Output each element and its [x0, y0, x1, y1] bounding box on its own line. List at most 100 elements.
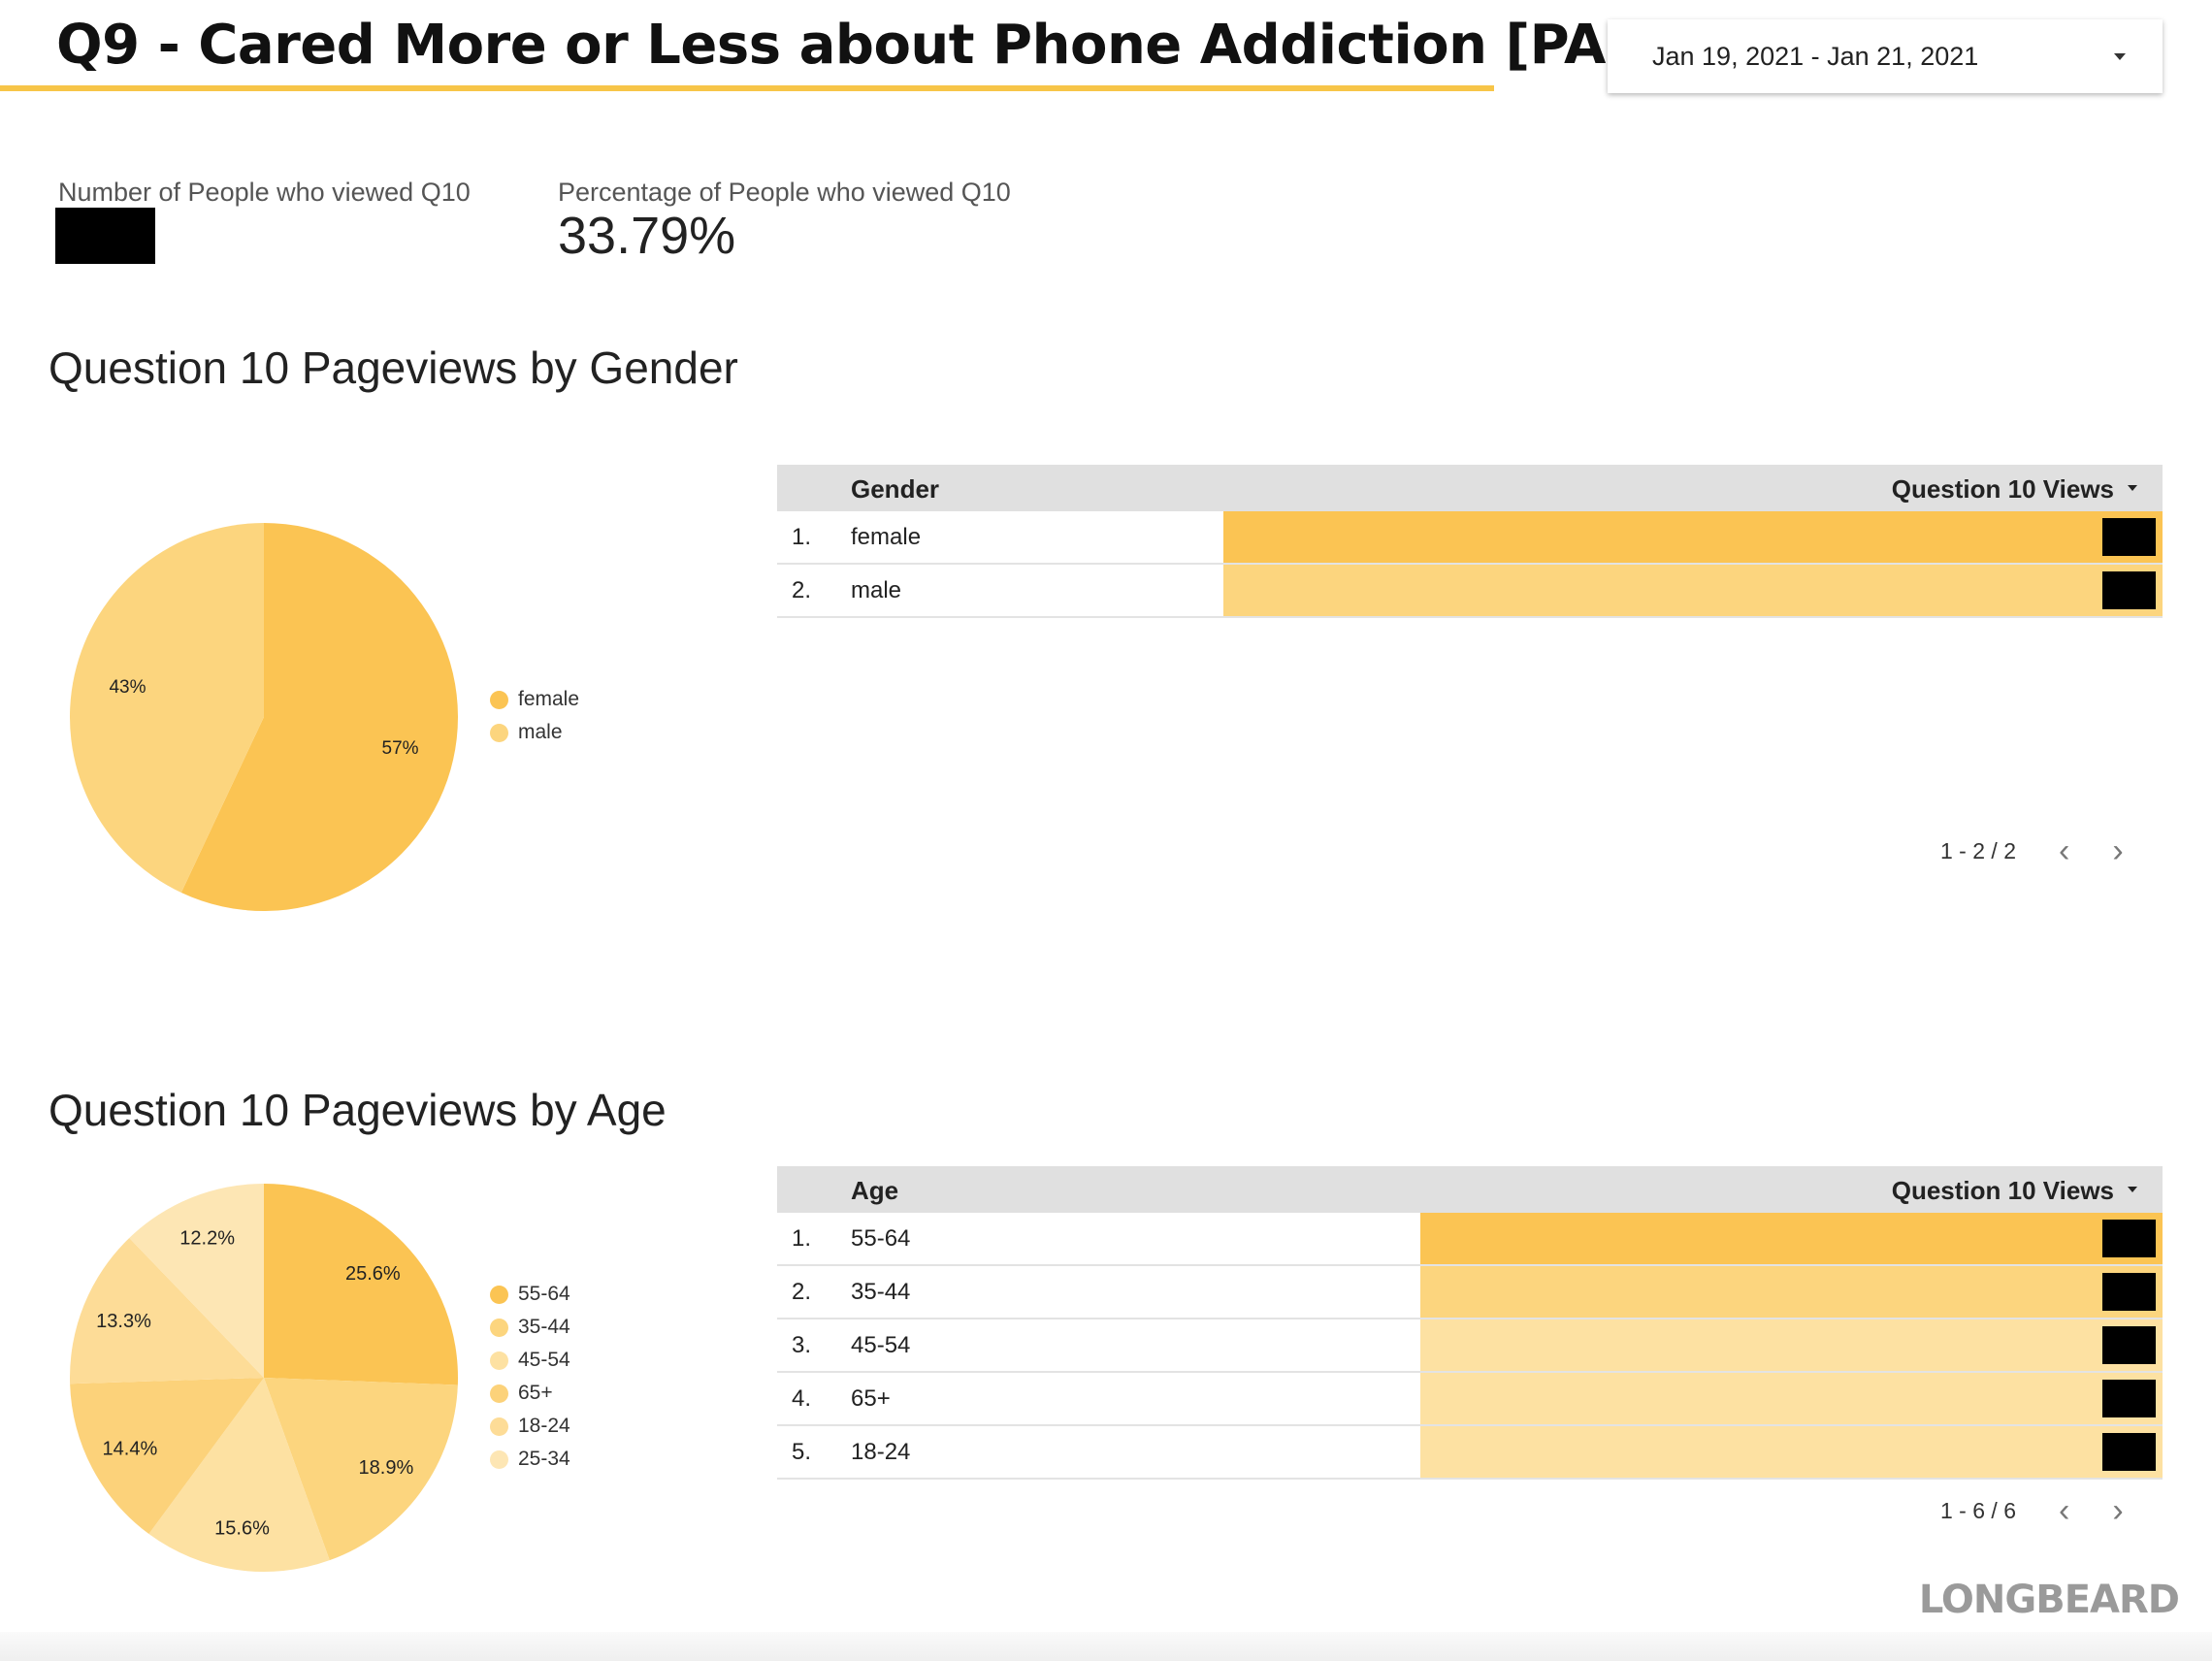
row-value-bar — [1222, 565, 2163, 616]
legend-swatch — [490, 723, 508, 742]
legend-item-25-34[interactable]: 25-34 — [490, 1443, 570, 1476]
pie-label-25-34: 12.2% — [179, 1227, 235, 1249]
chevron-left-icon[interactable]: ‹ — [2058, 832, 2070, 869]
legend-label: 45-54 — [518, 1349, 570, 1371]
chevron-left-icon[interactable]: ‹ — [2058, 1492, 2070, 1529]
row-number: 2. — [792, 1279, 812, 1305]
row-value-redacted — [2102, 518, 2156, 556]
row-label: female — [851, 524, 922, 550]
gender-pie-legend: female male — [490, 683, 579, 749]
legend-swatch — [490, 1351, 508, 1370]
row-value-bar — [1222, 511, 2163, 563]
row-label: 18-24 — [851, 1439, 911, 1465]
table-row[interactable]: 5. 18-24 — [777, 1426, 2163, 1480]
pie-slice-65+[interactable] — [70, 1378, 264, 1535]
dimension-header: Gender — [851, 474, 940, 504]
table-row[interactable]: 4. 65+ — [777, 1373, 2163, 1426]
table-body: 1. female 2. male — [777, 511, 2163, 618]
legend-item-55-64[interactable]: 55-64 — [490, 1278, 570, 1311]
legend-swatch — [490, 1417, 508, 1436]
row-number: 3. — [792, 1332, 812, 1358]
caret-down-icon[interactable] — [2114, 52, 2126, 60]
table-header: Gender Question 10 Views — [777, 465, 2163, 511]
pie-label-male: 43% — [109, 677, 146, 698]
row-value-bar — [1419, 1426, 2163, 1478]
pie-slice-male[interactable] — [70, 523, 265, 893]
pie-slice-25-34[interactable] — [129, 1184, 264, 1378]
row-label: 35-44 — [851, 1279, 911, 1305]
metric-header-sort[interactable]: Question 10 Views — [1891, 1176, 2114, 1205]
legend-item-45-54[interactable]: 45-54 — [490, 1344, 570, 1377]
gender-pie-chart: 57% 43% — [70, 523, 458, 911]
kpi-viewed-pct-label: Percentage of People who viewed Q10 — [558, 178, 1011, 207]
pie-slice-female[interactable] — [180, 523, 458, 911]
legend-swatch — [490, 1318, 508, 1337]
pie-label-45-54: 15.6% — [214, 1517, 270, 1539]
row-label: male — [851, 577, 902, 603]
row-value-redacted — [2102, 1433, 2156, 1471]
legend-item-male[interactable]: male — [490, 716, 579, 749]
legend-item-65+[interactable]: 65+ — [490, 1377, 570, 1410]
age-table: Age Question 10 Views 1. 55-64 2. 35-44 3. 45… — [777, 1166, 2163, 1480]
title-underline — [0, 85, 1494, 91]
table-row[interactable]: 1. 55-64 — [777, 1213, 2163, 1266]
brand-logo: LONGBEARD — [1918, 1578, 2180, 1622]
legend-label: 55-64 — [518, 1283, 570, 1305]
row-label: 55-64 — [851, 1225, 911, 1252]
table-row[interactable]: 2. 35-44 — [777, 1266, 2163, 1319]
row-value-bar — [1419, 1319, 2163, 1371]
table-row[interactable]: 3. 45-54 — [777, 1319, 2163, 1373]
date-range-value: Jan 19, 2021 - Jan 21, 2021 — [1652, 41, 1979, 71]
table-row[interactable]: 1. female — [777, 511, 2163, 565]
table-row[interactable]: 2. male — [777, 565, 2163, 618]
pie-label-female: 57% — [382, 738, 419, 759]
age-pie-legend: 55-64 35-44 45-54 65+ 18-24 25-34 — [490, 1278, 570, 1476]
table-header: Age Question 10 Views — [777, 1166, 2163, 1213]
legend-label: 25-34 — [518, 1448, 570, 1470]
row-value-bar — [1419, 1373, 2163, 1424]
sort-caret-icon[interactable] — [2128, 485, 2137, 491]
row-number: 1. — [792, 1225, 812, 1252]
legend-label: 65+ — [518, 1382, 553, 1404]
age-section-title: Question 10 Pageviews by Age — [49, 1085, 667, 1135]
row-number: 5. — [792, 1439, 812, 1465]
bottom-strip — [0, 1632, 2212, 1661]
row-number: 1. — [792, 524, 812, 550]
legend-swatch — [490, 1285, 508, 1304]
pie-slice-45-54[interactable] — [148, 1378, 330, 1572]
gender-table: Gender Question 10 Views 1. female 2. male — [777, 465, 2163, 618]
pie-slice-55-64[interactable] — [264, 1184, 458, 1385]
pie-label-35-44: 18.9% — [359, 1457, 414, 1479]
legend-swatch — [490, 690, 508, 709]
pie-label-65+: 14.4% — [103, 1439, 158, 1460]
sort-caret-icon[interactable] — [2128, 1187, 2137, 1192]
legend-swatch — [490, 1449, 508, 1469]
chevron-right-icon[interactable]: › — [2112, 1492, 2124, 1529]
gender-table-pagination: 1 - 2 / 2 ‹ › — [1940, 832, 2124, 870]
pagination-range: 1 - 6 / 6 — [1940, 1498, 2016, 1523]
metric-header-sort[interactable]: Question 10 Views — [1891, 474, 2114, 504]
legend-label: 18-24 — [518, 1415, 570, 1437]
legend-label: 35-44 — [518, 1316, 570, 1338]
legend-label: female — [518, 688, 580, 710]
pagination-range: 1 - 2 / 2 — [1940, 838, 2016, 863]
kpi-viewed-count-label: Number of People who viewed Q10 — [58, 178, 471, 207]
row-label: 45-54 — [851, 1332, 911, 1358]
row-value-redacted — [2102, 1273, 2156, 1311]
date-range-picker[interactable]: Jan 19, 2021 - Jan 21, 2021 — [1608, 19, 2163, 93]
row-value-redacted — [2102, 571, 2156, 609]
page-title: Q9 - Cared More or Less about Phone Addi… — [56, 14, 1630, 77]
pie-label-55-64: 25.6% — [345, 1263, 401, 1285]
row-value-redacted — [2102, 1380, 2156, 1417]
legend-item-35-44[interactable]: 35-44 — [490, 1311, 570, 1344]
chevron-right-icon[interactable]: › — [2112, 832, 2124, 869]
legend-swatch — [490, 1384, 508, 1403]
legend-item-18-24[interactable]: 18-24 — [490, 1410, 570, 1443]
pie-slice-18-24[interactable] — [69, 1237, 264, 1384]
pie-label-18-24: 13.3% — [96, 1311, 151, 1332]
row-value-redacted — [2102, 1220, 2156, 1257]
table-body: 1. 55-64 2. 35-44 3. 45-54 4. 65+ 5. 18-24 — [777, 1213, 2163, 1480]
legend-item-female[interactable]: female — [490, 683, 579, 716]
pie-slice-35-44[interactable] — [264, 1378, 458, 1561]
row-number: 4. — [792, 1385, 812, 1412]
